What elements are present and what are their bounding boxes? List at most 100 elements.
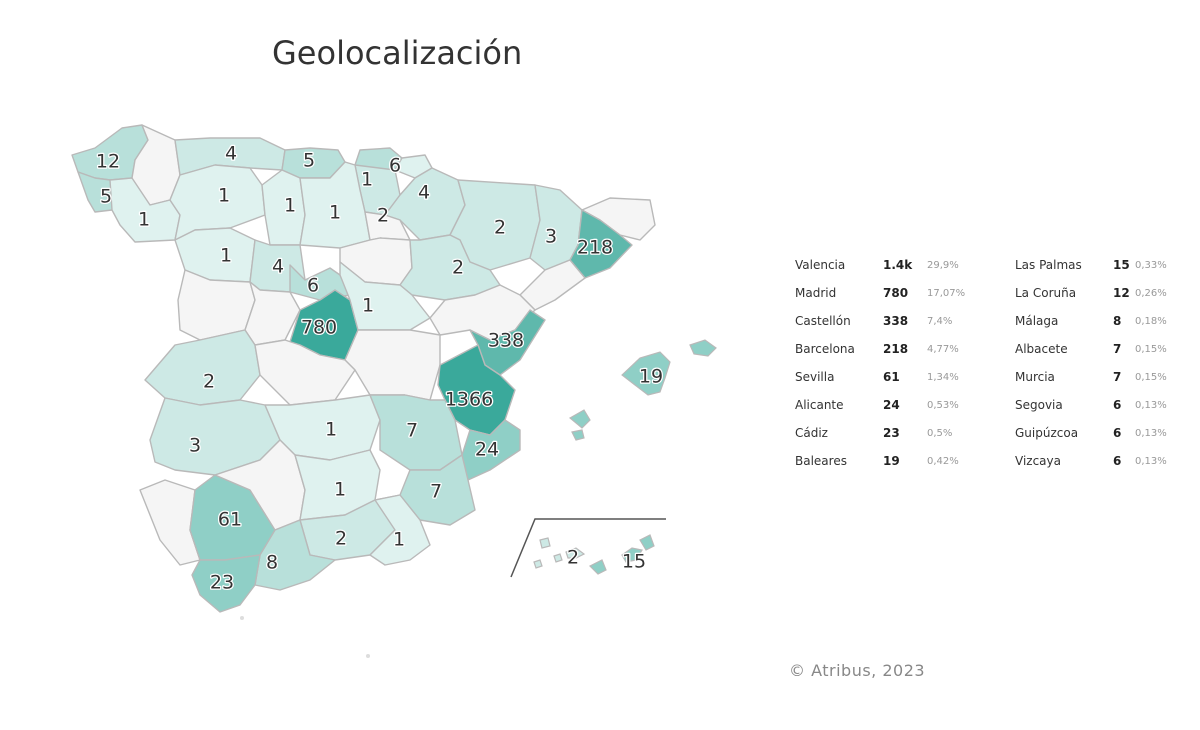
island-santa-cruz-de-tenerife[interactable] bbox=[565, 547, 586, 559]
island-baleares[interactable] bbox=[689, 339, 717, 357]
value-label-las-palmas: 15 bbox=[622, 551, 646, 573]
legend-row[interactable]: La Coruña 12 0,26% bbox=[1015, 279, 1195, 307]
legend-column-left: Valencia 1.4k 29,9% Madrid 780 17,07% Castel… bbox=[795, 251, 1015, 475]
legend-row[interactable]: Guipúzcoa 6 0,13% bbox=[1015, 419, 1195, 447]
legend-name: Vizcaya bbox=[1015, 454, 1061, 468]
legend-column-right: Las Palmas 15 0,33% La Coruña 12 0,26% Málag… bbox=[1015, 251, 1195, 475]
legend: Valencia 1.4k 29,9% Madrid 780 17,07% Castel… bbox=[795, 251, 1195, 475]
value-label-alicante: 24 bbox=[475, 439, 499, 461]
value-label-valladolid: 4 bbox=[272, 256, 284, 278]
value-label-alava: 2 bbox=[377, 205, 389, 227]
legend-name: Barcelona bbox=[795, 342, 855, 356]
province-cuenca[interactable] bbox=[344, 329, 441, 401]
legend-value: 23 bbox=[883, 426, 900, 440]
legend-row[interactable]: Cádiz 23 0,5% bbox=[795, 419, 1015, 447]
legend-row[interactable]: Alicante 24 0,53% bbox=[795, 391, 1015, 419]
legend-value: 338 bbox=[883, 314, 909, 328]
value-label-almeria: 1 bbox=[393, 529, 405, 551]
legend-name: Málaga bbox=[1015, 314, 1059, 328]
value-label-valencia: 1366 bbox=[445, 389, 493, 411]
province-toledo[interactable] bbox=[254, 339, 356, 406]
value-label-burgos: 1 bbox=[329, 202, 341, 224]
legend-row[interactable]: Vizcaya 6 0,13% bbox=[1015, 447, 1195, 475]
value-label-caceres: 2 bbox=[203, 371, 215, 393]
island-las-palmas[interactable] bbox=[621, 547, 643, 563]
legend-row[interactable]: Castellón 338 7,4% bbox=[795, 307, 1015, 335]
legend-value: 7 bbox=[1113, 370, 1122, 384]
melilla-marker bbox=[366, 654, 370, 658]
legend-row[interactable]: Segovia 6 0,13% bbox=[1015, 391, 1195, 419]
legend-row[interactable]: Barcelona 218 4,77% bbox=[795, 335, 1015, 363]
legend-row[interactable]: Albacete 7 0,15% bbox=[1015, 335, 1195, 363]
legend-row[interactable]: Valencia 1.4k 29,9% bbox=[795, 251, 1015, 279]
legend-percent: 29,9% bbox=[927, 259, 959, 271]
legend-name: Baleares bbox=[795, 454, 847, 468]
legend-row[interactable]: Murcia 7 0,15% bbox=[1015, 363, 1195, 391]
value-label-vizcaya: 6 bbox=[389, 155, 401, 177]
legend-row[interactable]: Las Palmas 15 0,33% bbox=[1015, 251, 1195, 279]
legend-percent: 0,26% bbox=[1135, 287, 1167, 299]
value-label-ciudad-real: 1 bbox=[325, 419, 337, 441]
legend-percent: 0,15% bbox=[1135, 343, 1167, 355]
value-label-lerida: 3 bbox=[545, 226, 557, 248]
value-label-murcia: 7 bbox=[430, 481, 442, 503]
legend-value: 12 bbox=[1113, 286, 1130, 300]
copyright: © Atribus, 2023 bbox=[789, 661, 926, 680]
legend-percent: 0,18% bbox=[1135, 315, 1167, 327]
legend-name: Las Palmas bbox=[1015, 258, 1082, 272]
value-label-castellon: 338 bbox=[488, 330, 524, 352]
value-label-malaga: 8 bbox=[266, 552, 278, 574]
legend-row[interactable]: Madrid 780 17,07% bbox=[795, 279, 1015, 307]
island-las-palmas[interactable] bbox=[639, 534, 655, 551]
island-las-palmas[interactable] bbox=[588, 559, 607, 575]
legend-name: Cádiz bbox=[795, 426, 828, 440]
legend-value: 15 bbox=[1113, 258, 1130, 272]
legend-value: 780 bbox=[883, 286, 909, 300]
legend-percent: 0,5% bbox=[927, 427, 953, 439]
legend-name: Valencia bbox=[795, 258, 846, 272]
legend-row[interactable]: Sevilla 61 1,34% bbox=[795, 363, 1015, 391]
island-santa-cruz-de-tenerife[interactable] bbox=[553, 553, 563, 563]
page-title: Geolocalización bbox=[272, 34, 523, 72]
value-label-huesca: 2 bbox=[494, 217, 506, 239]
value-label-jaen: 1 bbox=[334, 479, 346, 501]
legend-value: 6 bbox=[1113, 398, 1122, 412]
island-santa-cruz-de-tenerife[interactable] bbox=[533, 559, 543, 569]
island-baleares[interactable] bbox=[571, 429, 585, 441]
island-santa-cruz-de-tenerife[interactable] bbox=[539, 537, 551, 549]
legend-percent: 0,13% bbox=[1135, 455, 1167, 467]
province-malaga[interactable] bbox=[254, 519, 336, 591]
province-caceres[interactable] bbox=[144, 329, 261, 406]
legend-percent: 1,34% bbox=[927, 371, 959, 383]
value-label-santa-cruz-de-tenerife: 2 bbox=[567, 547, 579, 569]
province-tarragona[interactable] bbox=[519, 259, 586, 311]
value-label-baleares: 19 bbox=[639, 366, 663, 388]
legend-percent: 17,07% bbox=[927, 287, 966, 299]
value-label-navarra: 4 bbox=[418, 182, 430, 204]
legend-value: 19 bbox=[883, 454, 900, 468]
legend-name: Guipúzcoa bbox=[1015, 426, 1079, 440]
value-label-sevilla: 61 bbox=[218, 509, 242, 531]
legend-name: Sevilla bbox=[795, 370, 835, 384]
legend-value: 6 bbox=[1113, 426, 1122, 440]
value-label-orense: 1 bbox=[138, 209, 150, 231]
legend-value: 218 bbox=[883, 342, 909, 356]
legend-name: Albacete bbox=[1015, 342, 1068, 356]
legend-value: 24 bbox=[883, 398, 900, 412]
province-cadiz[interactable] bbox=[191, 554, 261, 613]
legend-percent: 0,13% bbox=[1135, 427, 1167, 439]
legend-value: 1.4k bbox=[883, 258, 913, 272]
island-baleares[interactable] bbox=[568, 409, 591, 429]
legend-row[interactable]: Málaga 8 0,18% bbox=[1015, 307, 1195, 335]
value-label-albacete: 7 bbox=[406, 420, 418, 442]
value-label-badajoz: 3 bbox=[189, 435, 201, 457]
legend-name: Segovia bbox=[1015, 398, 1063, 412]
legend-name: Murcia bbox=[1015, 370, 1055, 384]
province-almeria[interactable] bbox=[369, 494, 431, 566]
legend-row[interactable]: Baleares 19 0,42% bbox=[795, 447, 1015, 475]
island-baleares[interactable] bbox=[621, 351, 671, 396]
legend-value: 7 bbox=[1113, 342, 1122, 356]
value-label-cadiz: 23 bbox=[210, 572, 234, 594]
value-label-segovia: 6 bbox=[307, 275, 319, 297]
